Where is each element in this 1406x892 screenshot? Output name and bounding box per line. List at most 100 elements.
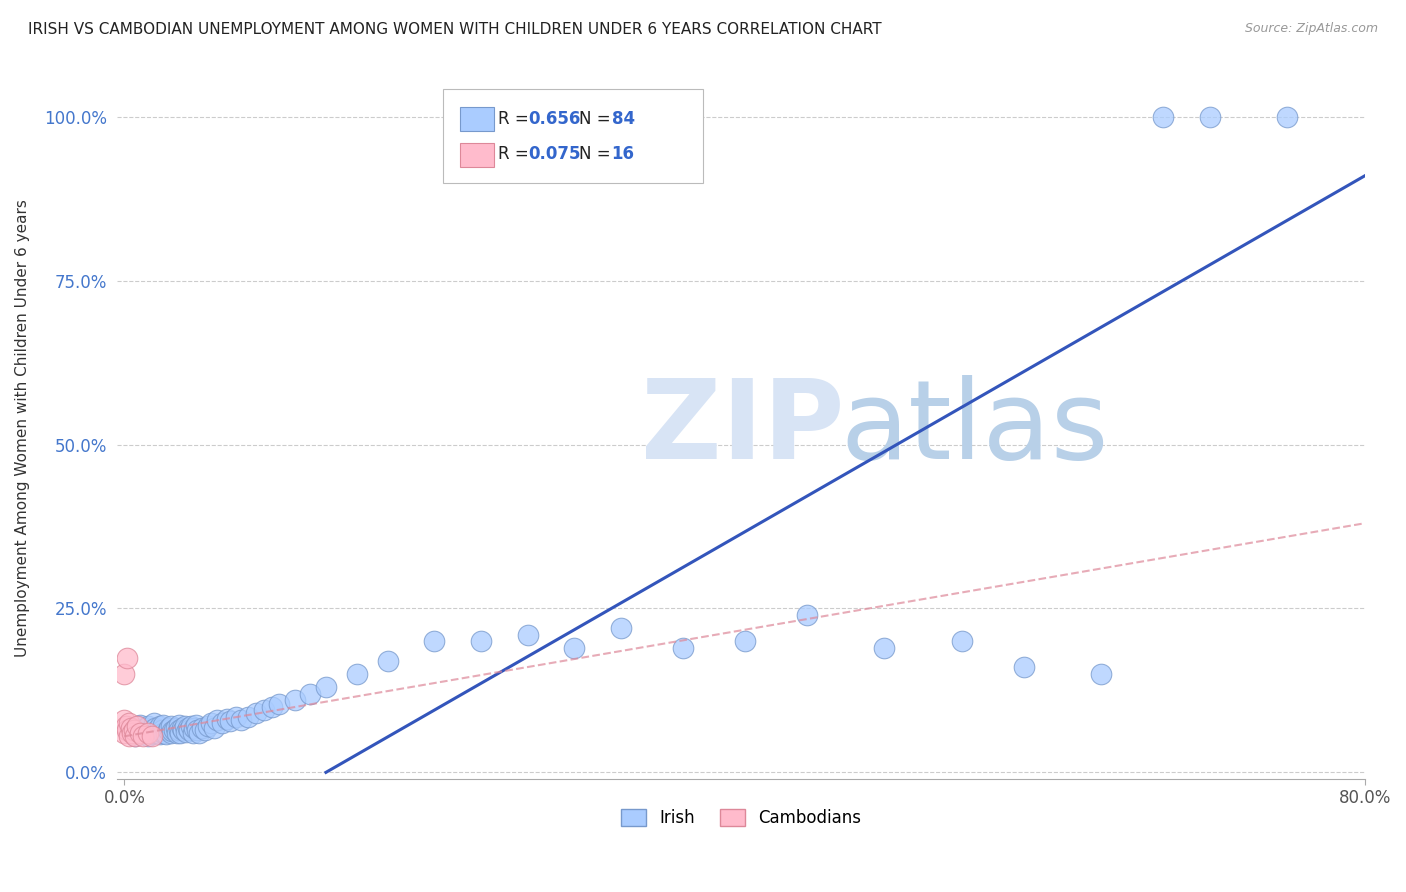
Irish	[166, 726, 188, 740]
Irish	[128, 727, 150, 741]
Irish	[191, 721, 214, 735]
Text: atlas: atlas	[841, 375, 1109, 482]
Text: Source: ZipAtlas.com: Source: ZipAtlas.com	[1244, 22, 1378, 36]
Cambodians	[132, 729, 155, 743]
Irish	[145, 726, 167, 740]
Text: 16: 16	[612, 145, 634, 163]
Cambodians	[124, 729, 146, 743]
Cambodians	[112, 667, 135, 681]
Irish	[167, 718, 190, 732]
Irish	[609, 621, 631, 635]
Irish	[377, 654, 399, 668]
Irish	[284, 693, 307, 707]
Irish	[197, 719, 219, 733]
Irish	[149, 727, 172, 741]
Irish	[148, 726, 170, 740]
Cambodians	[115, 719, 138, 733]
Cambodians	[118, 729, 141, 743]
Irish	[238, 709, 260, 723]
Irish	[734, 634, 756, 648]
Irish	[200, 716, 222, 731]
Irish	[179, 723, 201, 737]
Irish	[315, 680, 337, 694]
Irish	[211, 716, 233, 731]
Irish	[423, 634, 446, 648]
Irish	[136, 719, 159, 733]
Irish	[346, 667, 368, 681]
Irish	[269, 697, 291, 711]
Irish	[146, 723, 169, 737]
Cambodians	[120, 721, 142, 735]
Text: N =: N =	[579, 145, 610, 163]
Irish	[163, 723, 186, 737]
Irish	[180, 719, 202, 733]
Irish	[124, 729, 146, 743]
Irish	[125, 723, 148, 737]
Irish	[152, 718, 174, 732]
Irish	[145, 721, 167, 735]
Irish	[218, 714, 240, 729]
Irish	[155, 727, 177, 741]
Irish	[167, 723, 190, 737]
Irish	[229, 713, 252, 727]
Irish	[1012, 660, 1035, 674]
Irish	[177, 721, 200, 735]
Irish	[1198, 110, 1220, 124]
Irish	[156, 723, 179, 737]
Text: 0.656: 0.656	[529, 110, 581, 128]
Irish	[873, 640, 896, 655]
Text: 0.075: 0.075	[529, 145, 581, 163]
Irish	[245, 706, 267, 721]
Irish	[172, 723, 194, 737]
Cambodians	[141, 729, 163, 743]
Irish	[796, 607, 818, 622]
Irish	[207, 713, 229, 727]
Cambodians	[112, 726, 135, 740]
Irish	[253, 703, 276, 717]
Cambodians	[112, 713, 135, 727]
Irish	[186, 723, 208, 737]
Irish	[157, 721, 180, 735]
Text: 84: 84	[612, 110, 634, 128]
Irish	[128, 718, 150, 732]
Text: IRISH VS CAMBODIAN UNEMPLOYMENT AMONG WOMEN WITH CHILDREN UNDER 6 YEARS CORRELAT: IRISH VS CAMBODIAN UNEMPLOYMENT AMONG WO…	[28, 22, 882, 37]
Cambodians	[125, 719, 148, 733]
Irish	[160, 726, 183, 740]
Irish	[127, 719, 149, 733]
Cambodians	[117, 723, 139, 737]
Irish	[215, 712, 238, 726]
Irish	[162, 724, 184, 739]
Cambodians	[122, 723, 145, 737]
Text: ZIP: ZIP	[641, 375, 844, 482]
Cambodians	[118, 716, 141, 731]
Irish	[1277, 110, 1299, 124]
Y-axis label: Unemployment Among Women with Children Under 6 years: Unemployment Among Women with Children U…	[15, 199, 30, 657]
Irish	[160, 719, 183, 733]
Irish	[184, 718, 207, 732]
Irish	[516, 628, 538, 642]
Irish	[202, 721, 225, 735]
Irish	[149, 719, 172, 733]
Irish	[187, 726, 209, 740]
Irish	[225, 709, 247, 723]
Irish	[181, 726, 204, 740]
Point	[117, 650, 139, 665]
Irish	[134, 723, 156, 737]
Irish	[176, 724, 198, 739]
Irish	[169, 726, 191, 740]
Irish	[138, 726, 160, 740]
Cambodians	[136, 726, 159, 740]
Irish	[142, 716, 165, 731]
Irish	[150, 723, 173, 737]
Text: R =: R =	[498, 145, 534, 163]
Irish	[173, 719, 195, 733]
Irish	[152, 726, 174, 740]
Irish	[1090, 667, 1112, 681]
Cambodians	[121, 726, 143, 740]
Irish	[136, 729, 159, 743]
Irish	[170, 721, 193, 735]
Text: R =: R =	[498, 110, 534, 128]
Irish	[299, 687, 322, 701]
Irish	[141, 727, 163, 741]
Irish	[1152, 110, 1174, 124]
